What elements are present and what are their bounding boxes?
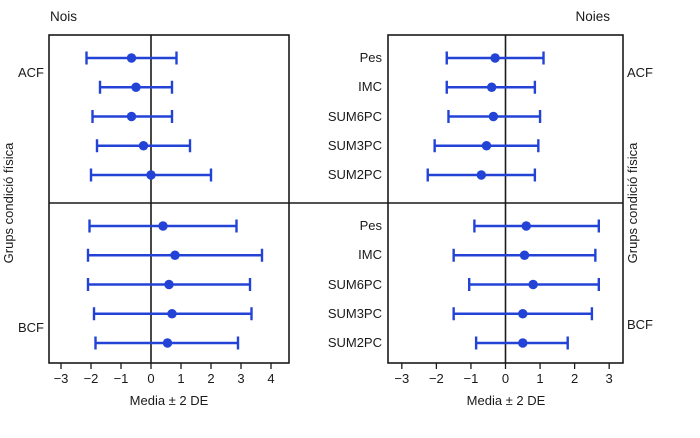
mean-dot [170, 250, 180, 260]
panel-box [48, 34, 290, 364]
tick-label: 3 [605, 371, 613, 386]
mean-dot [162, 338, 173, 348]
error-bar [452, 307, 594, 321]
x-axis-label-left: Media ± 2 DE [129, 393, 209, 408]
mean-dot [518, 309, 528, 319]
row-label: IMC [358, 247, 382, 263]
mean-dot [476, 170, 487, 180]
error-bar [433, 139, 540, 153]
error-bar [86, 278, 252, 291]
error-bar [426, 168, 537, 182]
group-label-bcf-right: BCF [627, 317, 653, 332]
error-bar [445, 80, 537, 94]
tick-label: −2 [428, 371, 444, 386]
error-bar [88, 219, 238, 233]
mean-dot [519, 250, 530, 260]
mean-dot [481, 141, 492, 151]
mean-dot [167, 309, 177, 319]
error-bar [92, 307, 253, 321]
tick-label: 2 [570, 371, 579, 386]
mean-dot [158, 221, 168, 231]
error-bar [468, 278, 601, 291]
row-label: SUM3PC [327, 305, 382, 321]
tick-label: −3 [394, 371, 410, 386]
group-label-acf-right: ACF [627, 65, 653, 80]
tick-label: −1 [113, 371, 129, 386]
error-bar [89, 168, 213, 182]
tick-label: 0 [147, 371, 155, 386]
row-label: Pes [359, 50, 382, 65]
mean-dot [138, 141, 149, 151]
mean-dot [126, 53, 137, 63]
error-bar [474, 336, 569, 350]
mean-dot [528, 279, 538, 290]
row-label: SUM6PC [327, 108, 382, 124]
group-label-bcf-left: BCF [18, 320, 44, 335]
mean-dot [486, 82, 497, 92]
error-bar [447, 110, 542, 123]
row-label: SUM3PC [327, 137, 382, 153]
error-bar [98, 80, 174, 94]
mean-dot [490, 53, 500, 63]
tick-label: −2 [83, 371, 99, 386]
tick-label: 1 [536, 371, 544, 386]
error-bar [86, 248, 264, 262]
error-bar [94, 336, 240, 350]
tick-label: 1 [177, 371, 185, 386]
panel-title-right: Noies [575, 9, 610, 24]
tick-label: −1 [463, 371, 479, 386]
error-bar [91, 110, 174, 123]
error-bar [452, 248, 597, 262]
error-bar [85, 51, 178, 65]
error-bar [95, 139, 192, 153]
row-label: SUM2PC [327, 335, 382, 350]
tick-label: 2 [207, 371, 215, 386]
mean-dot [126, 111, 137, 122]
mean-dot [164, 279, 174, 290]
panel-title-left: Nois [50, 9, 78, 24]
tick-label: 3 [237, 371, 245, 386]
x-axis-label-right: Media ± 2 DE [466, 393, 546, 408]
mean-dot [131, 82, 141, 92]
row-label: IMC [358, 79, 382, 95]
row-label: SUM2PC [327, 167, 382, 182]
mean-dot [521, 221, 531, 231]
error-bar [445, 51, 545, 65]
group-label-acf-left: ACF [18, 65, 44, 80]
tick-label: −3 [53, 371, 69, 386]
y-axis-label-right: Grups condició física [625, 142, 640, 264]
error-bar [473, 219, 601, 233]
mean-dot [488, 111, 499, 122]
tick-label: 4 [267, 371, 275, 386]
mean-dot [146, 170, 156, 180]
row-label: Pes [359, 218, 382, 233]
row-label: SUM6PC [327, 276, 382, 292]
y-axis-label-left: Grups condició física [1, 142, 16, 264]
tick-label: 0 [501, 371, 510, 386]
mean-dot [518, 338, 528, 348]
